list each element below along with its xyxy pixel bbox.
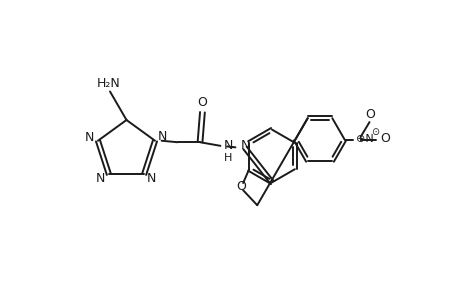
Text: N: N (157, 130, 167, 143)
Text: O: O (197, 96, 207, 109)
Text: H₂N: H₂N (96, 76, 120, 90)
Text: ⊕N: ⊕N (355, 134, 373, 145)
Text: N: N (241, 139, 250, 152)
Text: N: N (85, 131, 94, 144)
Text: N: N (95, 172, 105, 185)
Text: O: O (235, 180, 245, 193)
Text: O: O (379, 132, 389, 145)
Text: ⊙: ⊙ (370, 127, 379, 137)
Text: O: O (364, 108, 374, 121)
Text: H: H (223, 153, 231, 163)
Text: N: N (146, 172, 156, 185)
Text: N: N (223, 139, 232, 152)
